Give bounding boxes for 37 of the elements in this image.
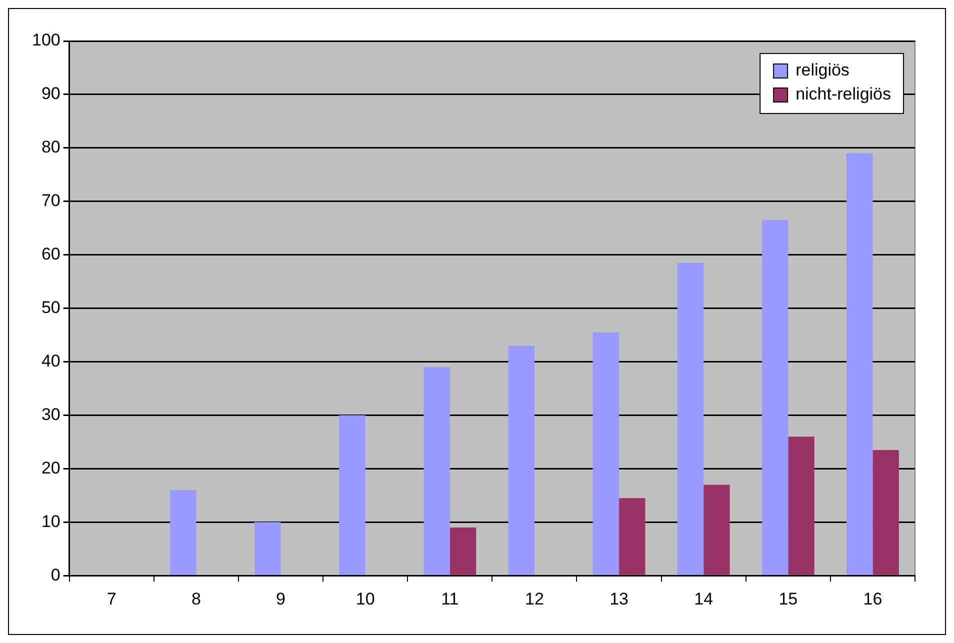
x-tick-label: 15 [778, 589, 798, 608]
bar [762, 220, 788, 575]
x-tick-label: 9 [276, 589, 286, 608]
bar [254, 522, 281, 575]
x-tick-label: 11 [441, 589, 459, 608]
legend-label: nicht-religiös [796, 84, 892, 104]
bar [508, 346, 534, 575]
y-tick-label: 30 [41, 404, 60, 424]
bar [339, 415, 366, 575]
y-tick-label: 80 [41, 138, 60, 157]
bar [424, 367, 450, 575]
x-tick-label: 8 [191, 589, 201, 608]
legend-label: religiös [796, 60, 850, 80]
bar [450, 527, 476, 575]
y-tick-label: 60 [41, 244, 60, 264]
bar [788, 436, 814, 575]
y-tick-label: 70 [41, 191, 60, 210]
bar [704, 484, 730, 575]
y-tick-label: 0 [50, 565, 60, 584]
bar [592, 332, 620, 575]
y-tick-label: 40 [41, 351, 60, 370]
bar [677, 262, 704, 575]
x-tick-label: 10 [356, 589, 375, 608]
x-tick-label: 16 [863, 589, 882, 608]
bar [846, 153, 873, 575]
bar [872, 450, 899, 575]
y-tick-label: 10 [41, 512, 60, 531]
y-tick-label: 100 [32, 30, 60, 50]
y-tick-label: 20 [41, 458, 60, 478]
x-tick-label: 14 [694, 589, 714, 608]
x-tick-label: 7 [106, 589, 116, 608]
bar [619, 498, 646, 575]
x-tick-label: 13 [610, 589, 628, 608]
y-tick-label: 90 [41, 84, 60, 104]
y-tick-label: 50 [41, 298, 60, 317]
x-tick-label: 12 [525, 589, 544, 608]
bar [170, 490, 196, 575]
